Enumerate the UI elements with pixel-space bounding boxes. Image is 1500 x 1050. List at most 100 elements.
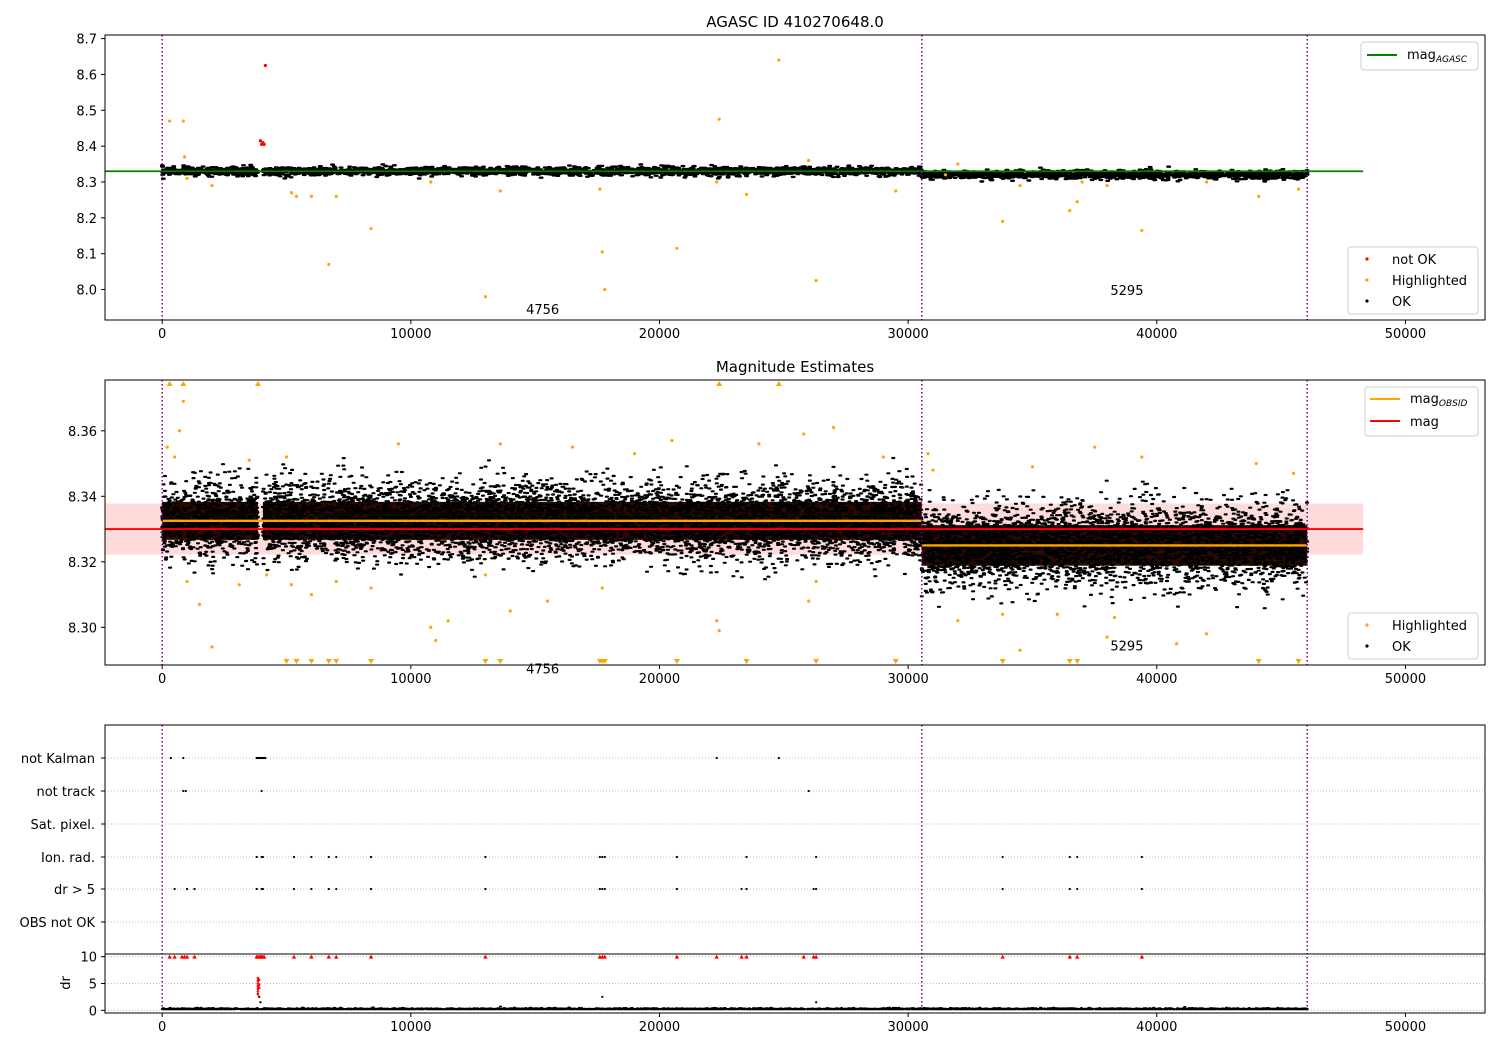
legend-label-mag-obsid: magOBSID bbox=[1410, 392, 1468, 409]
highlighted-point bbox=[956, 619, 960, 623]
flag-point bbox=[261, 887, 264, 891]
highlighted-point bbox=[446, 619, 450, 623]
flag-row-label: not Kalman bbox=[21, 752, 95, 767]
highlighted-point bbox=[943, 173, 948, 177]
flag-point bbox=[601, 887, 604, 891]
legend-label-mag-obsid-text: mag bbox=[1410, 392, 1439, 407]
flag-point bbox=[1076, 887, 1079, 891]
dr-clipped-marker bbox=[167, 954, 172, 959]
highlighted-point bbox=[1093, 445, 1097, 449]
panel2-ytick-label: 8.34 bbox=[68, 490, 97, 505]
highlighted-below-marker bbox=[999, 659, 1006, 664]
dr-clipped-marker bbox=[309, 954, 314, 959]
flag-point bbox=[815, 887, 818, 891]
flag-row-label: not track bbox=[36, 785, 95, 800]
dr-point bbox=[815, 1001, 818, 1004]
highlighted-above-marker bbox=[180, 381, 187, 386]
panel3-xtick-label: 40000 bbox=[1136, 1020, 1177, 1035]
dr-clipped-marker bbox=[184, 954, 190, 959]
highlighted-point bbox=[1105, 183, 1109, 188]
highlighted-above-marker bbox=[716, 381, 723, 386]
highlighted-point bbox=[309, 592, 313, 597]
dr-ytick-label: 0 bbox=[89, 1004, 97, 1019]
panel1-ytick-label: 8.6 bbox=[76, 68, 97, 83]
flag-point bbox=[740, 887, 743, 891]
highlighted-point bbox=[744, 192, 749, 197]
dr-clipped-marker bbox=[261, 954, 267, 959]
dr-clipped-marker bbox=[1139, 954, 1145, 959]
highlighted-below-marker bbox=[497, 659, 504, 664]
panel2-plot-area: 4756 5295 bbox=[105, 380, 1364, 677]
highlighted-point bbox=[570, 445, 575, 449]
legend-label-mag-text: mag bbox=[1407, 48, 1436, 63]
panel1-ytick-label: 8.7 bbox=[76, 33, 97, 48]
dr-clipped-marker bbox=[801, 954, 806, 959]
highlighted-point bbox=[508, 609, 512, 613]
legend-marker-ok bbox=[1365, 644, 1369, 648]
flag-point bbox=[184, 789, 187, 793]
dr-not-ok-point bbox=[256, 992, 260, 996]
flag-point bbox=[310, 855, 313, 859]
highlighted-point bbox=[309, 194, 313, 198]
highlighted-point bbox=[894, 189, 898, 193]
panel2-axes: 0 10000 20000 30000 40000 50000 8.30 8.32 8.34 8.… bbox=[68, 425, 1426, 687]
flag-row-label: Sat. pixel. bbox=[31, 818, 95, 833]
dr-clipped-marker bbox=[674, 954, 680, 959]
panel2-ytick-label: 8.32 bbox=[68, 556, 97, 571]
panel3-xtick-label: 10000 bbox=[390, 1020, 431, 1035]
legend-box bbox=[1347, 246, 1479, 315]
flag-point bbox=[292, 887, 296, 891]
legend-label-ok: OK bbox=[1392, 295, 1411, 310]
highlighted-point bbox=[334, 579, 338, 584]
flag-point bbox=[335, 887, 338, 891]
flag-point bbox=[675, 855, 678, 859]
legend-marker-highlighted bbox=[1365, 278, 1369, 282]
panel1-ytick-label: 8.2 bbox=[76, 212, 97, 227]
highlighted-below-marker bbox=[368, 659, 375, 664]
dr-clipped-marker bbox=[192, 954, 197, 959]
panel1-xtick-label: 10000 bbox=[390, 327, 431, 342]
highlighted-point bbox=[185, 579, 189, 584]
highlighted-below-marker bbox=[673, 659, 680, 664]
highlighted-below-marker bbox=[1255, 659, 1262, 664]
panel3-xtick-label: 30000 bbox=[887, 1020, 928, 1035]
highlighted-point bbox=[173, 455, 177, 459]
highlighted-point bbox=[1030, 465, 1035, 469]
legend-marker-ok bbox=[1365, 299, 1369, 303]
highlighted-point bbox=[396, 442, 401, 446]
panel1-title: AGASC ID 410270648.0 bbox=[706, 13, 884, 31]
flag-point bbox=[169, 756, 172, 760]
highlighted-point bbox=[483, 295, 488, 299]
highlighted-point bbox=[956, 162, 960, 166]
highlighted-point bbox=[1001, 219, 1005, 224]
highlighted-point bbox=[1001, 612, 1005, 616]
panel3-xtick-label: 0 bbox=[158, 1020, 166, 1035]
highlighted-below-marker bbox=[283, 659, 290, 664]
highlighted-point bbox=[600, 586, 604, 590]
flag-row-label: dr > 5 bbox=[54, 883, 95, 898]
panel1-ytick-label: 8.3 bbox=[76, 176, 97, 191]
highlighted-above-marker bbox=[166, 381, 173, 386]
not-ok-point bbox=[262, 142, 266, 146]
panel2-legend-bottom: Highlighted OK bbox=[1347, 612, 1479, 660]
flag-point bbox=[812, 887, 815, 891]
panel3-xtick-label: 50000 bbox=[1385, 1020, 1426, 1035]
flag-point bbox=[292, 855, 296, 859]
highlighted-point bbox=[1018, 183, 1022, 188]
dr-points bbox=[160, 1005, 1309, 1011]
highlighted-point bbox=[210, 645, 214, 649]
dr-point bbox=[259, 1001, 262, 1004]
highlighted-point bbox=[1296, 187, 1301, 191]
flag-point bbox=[327, 855, 330, 859]
highlighted-point bbox=[814, 579, 818, 584]
flag-row-label: Ion. rad. bbox=[41, 851, 95, 866]
highlighted-point bbox=[777, 58, 781, 62]
highlighted-point bbox=[807, 599, 811, 603]
panel2-ytick-label: 8.36 bbox=[68, 425, 97, 440]
legend-label-sub: AGASC bbox=[1435, 55, 1468, 65]
highlighted-point bbox=[182, 155, 187, 159]
flag-point bbox=[598, 855, 601, 859]
flag-point bbox=[193, 887, 196, 891]
highlighted-point bbox=[1080, 180, 1084, 184]
panel2-xtick-label: 30000 bbox=[887, 672, 928, 687]
